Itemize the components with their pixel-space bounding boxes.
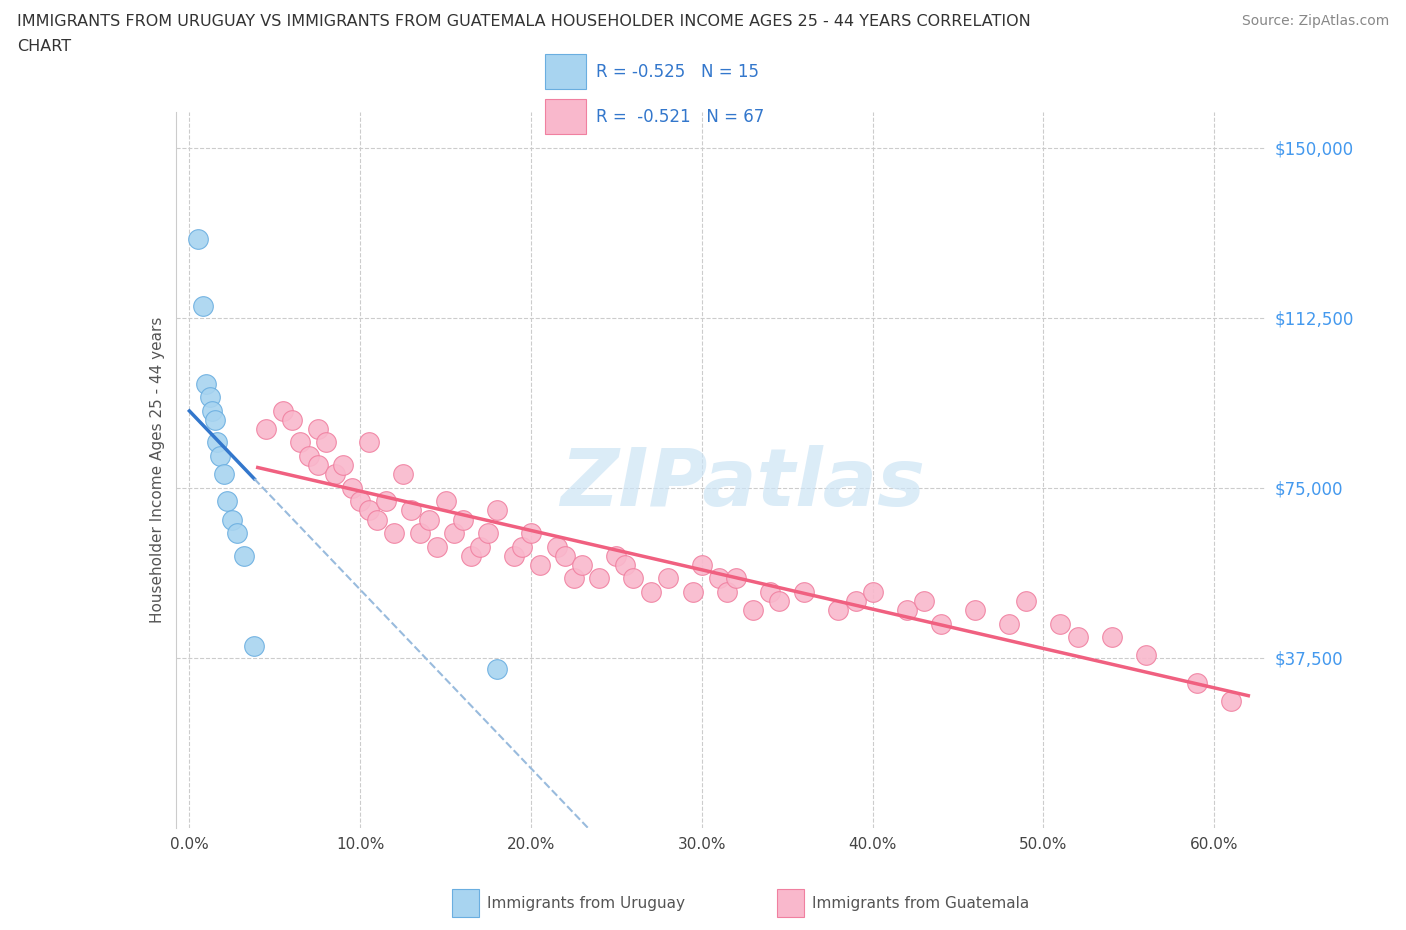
Point bbox=[195, 376, 218, 391]
Point bbox=[215, 494, 238, 509]
Point bbox=[554, 549, 576, 564]
Point bbox=[1220, 694, 1243, 709]
Point bbox=[605, 549, 627, 564]
Point bbox=[307, 458, 329, 472]
Point bbox=[793, 585, 815, 600]
Point bbox=[640, 585, 662, 600]
Point bbox=[520, 525, 543, 540]
Point bbox=[418, 512, 440, 527]
Point bbox=[307, 421, 329, 436]
Point bbox=[512, 539, 534, 554]
Point bbox=[226, 525, 249, 540]
Point bbox=[1049, 617, 1071, 631]
Point bbox=[382, 525, 405, 540]
Text: Source: ZipAtlas.com: Source: ZipAtlas.com bbox=[1241, 14, 1389, 28]
Point bbox=[443, 525, 465, 540]
Point bbox=[451, 512, 474, 527]
Point bbox=[201, 404, 224, 418]
Text: R = -0.525   N = 15: R = -0.525 N = 15 bbox=[596, 63, 759, 81]
Point bbox=[716, 585, 738, 600]
Point bbox=[896, 603, 918, 618]
Point bbox=[862, 585, 884, 600]
Point bbox=[768, 593, 790, 608]
Point bbox=[434, 494, 457, 509]
Point bbox=[546, 539, 568, 554]
Point bbox=[724, 571, 747, 586]
Point bbox=[460, 549, 482, 564]
Point bbox=[571, 557, 593, 572]
Point bbox=[613, 557, 636, 572]
Point bbox=[1015, 593, 1038, 608]
Point bbox=[357, 435, 380, 450]
Point bbox=[929, 617, 952, 631]
Point bbox=[623, 571, 645, 586]
Point bbox=[742, 603, 765, 618]
Point bbox=[1135, 648, 1157, 663]
Point bbox=[392, 467, 415, 482]
Point bbox=[759, 585, 782, 600]
Point bbox=[682, 585, 704, 600]
Text: ZIPatlas: ZIPatlas bbox=[560, 445, 925, 523]
Point bbox=[315, 435, 337, 450]
Point bbox=[254, 421, 277, 436]
Point bbox=[212, 467, 235, 482]
Point bbox=[191, 299, 214, 314]
FancyBboxPatch shape bbox=[453, 889, 479, 917]
Point bbox=[690, 557, 713, 572]
Point bbox=[233, 549, 256, 564]
Point bbox=[205, 435, 228, 450]
Text: Immigrants from Guatemala: Immigrants from Guatemala bbox=[811, 896, 1029, 910]
Point bbox=[198, 390, 221, 405]
Point bbox=[290, 435, 312, 450]
Point bbox=[401, 503, 423, 518]
Point bbox=[426, 539, 449, 554]
Point bbox=[844, 593, 866, 608]
Point bbox=[827, 603, 849, 618]
Point bbox=[963, 603, 986, 618]
FancyBboxPatch shape bbox=[544, 100, 586, 135]
Point bbox=[243, 639, 266, 654]
Point bbox=[323, 467, 346, 482]
Point bbox=[485, 661, 508, 676]
Point bbox=[221, 512, 243, 527]
Y-axis label: Householder Income Ages 25 - 44 years: Householder Income Ages 25 - 44 years bbox=[149, 316, 165, 623]
Point bbox=[281, 412, 304, 427]
Point bbox=[357, 503, 380, 518]
Point bbox=[1101, 630, 1123, 644]
Point bbox=[477, 525, 499, 540]
Text: Immigrants from Uruguay: Immigrants from Uruguay bbox=[486, 896, 685, 910]
Point bbox=[374, 494, 396, 509]
Text: CHART: CHART bbox=[17, 39, 70, 54]
Point bbox=[529, 557, 551, 572]
Point bbox=[912, 593, 935, 608]
Point bbox=[1066, 630, 1088, 644]
Point bbox=[366, 512, 388, 527]
Point bbox=[562, 571, 585, 586]
Point bbox=[332, 458, 354, 472]
Point bbox=[468, 539, 491, 554]
Point bbox=[707, 571, 730, 586]
Point bbox=[998, 617, 1021, 631]
Point bbox=[187, 231, 209, 246]
Text: IMMIGRANTS FROM URUGUAY VS IMMIGRANTS FROM GUATEMALA HOUSEHOLDER INCOME AGES 25 : IMMIGRANTS FROM URUGUAY VS IMMIGRANTS FR… bbox=[17, 14, 1031, 29]
Point bbox=[204, 412, 226, 427]
Point bbox=[485, 503, 508, 518]
Point bbox=[340, 480, 363, 495]
Point bbox=[298, 448, 321, 463]
Point bbox=[349, 494, 371, 509]
Point bbox=[503, 549, 526, 564]
Point bbox=[209, 448, 232, 463]
Point bbox=[273, 404, 295, 418]
FancyBboxPatch shape bbox=[778, 889, 804, 917]
FancyBboxPatch shape bbox=[544, 54, 586, 89]
Point bbox=[657, 571, 679, 586]
Text: R =  -0.521   N = 67: R = -0.521 N = 67 bbox=[596, 108, 765, 126]
Point bbox=[409, 525, 432, 540]
Point bbox=[1185, 675, 1208, 690]
Point bbox=[588, 571, 610, 586]
